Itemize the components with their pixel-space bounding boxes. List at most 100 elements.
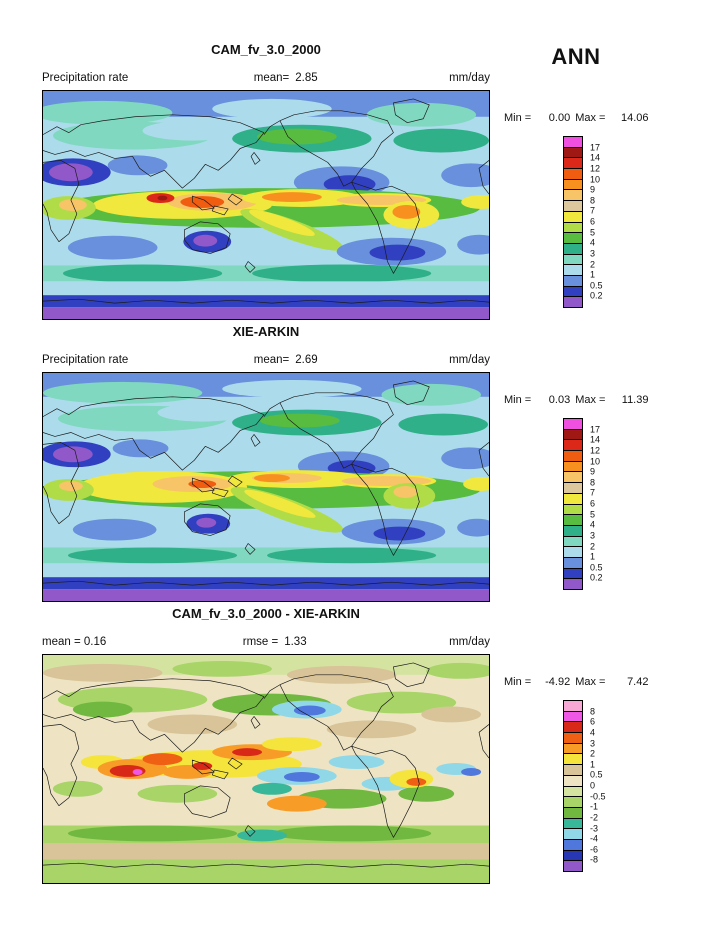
min-value: 0.03 [548, 394, 571, 406]
min-label: Min = [504, 394, 532, 406]
colorbar-level-label: 2 [590, 259, 596, 269]
panel-obs: XIE-ARKIN Precipitation rate mean= 2.69 m… [0, 324, 723, 624]
colorbar-swatch [564, 764, 582, 775]
colorbar-level-label: 14 [590, 434, 601, 445]
colorbar-swatch [564, 503, 582, 515]
min-label: Min = [504, 676, 532, 688]
colorbar-swatch [564, 492, 582, 504]
min-value: 0.00 [548, 112, 571, 124]
colorbar-swatch [564, 482, 582, 493]
colorbar-swatch [564, 200, 582, 211]
colorbar-level-label: 8 [590, 706, 596, 717]
colorbar-swatch [564, 849, 582, 861]
colorbar-level-label: 0.2 [590, 572, 603, 583]
colorbar-swatch [564, 785, 582, 797]
season-title: ANN [551, 44, 601, 69]
colorbar-level-label: 9 [590, 466, 596, 477]
map-obs [42, 372, 490, 602]
rmse-value: 1.33 [284, 636, 307, 648]
colorbar-level-label: 8 [590, 195, 596, 206]
max-label: Max = [575, 112, 606, 124]
colorbar-level-label: 4 [590, 237, 596, 248]
panel-subrow: mean = 0.16 rmse = 1.33 mm/day [42, 636, 490, 648]
colorbar-level-label: 10 [590, 456, 601, 466]
colorbar-swatch [564, 556, 582, 568]
colorbar-swatch [564, 742, 582, 754]
colorbar-level-label: -6 [590, 844, 599, 855]
colorbar-level-label: 10 [590, 174, 601, 184]
colorbar-level-label: 3 [590, 248, 596, 259]
colorbar-swatch [564, 242, 582, 254]
colorbar-swatch [564, 253, 582, 265]
colorbar-swatch [564, 178, 582, 190]
colorbar-swatch [564, 285, 582, 297]
colorbar-swatch [564, 168, 582, 179]
colorbar-swatch [564, 732, 582, 743]
colorbar-level-label: -8 [590, 854, 599, 865]
colorbar-level-label: 6 [590, 216, 596, 227]
mean-value: 2.69 [295, 354, 318, 366]
colorbar-swatch [564, 137, 582, 147]
coastlines [43, 380, 489, 586]
colorbar-swatch [564, 796, 582, 807]
colorbar-swatch [564, 296, 582, 307]
field-label: Precipitation rate [42, 354, 129, 366]
colorbar-precip: 17 14 12 10 9 8 7 6 5 4 3 2 1 0.5 0.2 [563, 136, 603, 308]
colorbar-swatch [564, 471, 582, 483]
colorbar-swatch [564, 721, 582, 733]
panel-title: CAM_fv_3.0_2000 [211, 42, 321, 57]
colorbar-level-label: 5 [590, 509, 596, 520]
units-label: mm/day [449, 636, 490, 648]
mean-value: 2.85 [295, 72, 318, 84]
colorbar-level-label: 0.5 [590, 562, 603, 573]
rmse-label: rmse = [242, 636, 279, 648]
colorbar-level-label: 4 [590, 519, 596, 530]
colorbar-swatch [564, 774, 582, 786]
colorbar-swatch [564, 274, 582, 286]
map-diff-svg [43, 655, 489, 883]
colorbar-swatch [564, 567, 582, 579]
colorbar-level-label: 17 [590, 424, 601, 435]
colorbar-level-label: 3 [590, 530, 596, 541]
colorbar-level-label: -4 [590, 833, 599, 844]
colorbar-level-label: 7 [590, 205, 596, 216]
colorbar-level-label: 4 [590, 727, 596, 738]
colorbar-swatch [564, 535, 582, 547]
colorbar-level-label: 2 [590, 541, 596, 551]
colorbar-level-label: 0.2 [590, 290, 603, 301]
colorbar-level-label: 12 [590, 445, 601, 456]
map-obs-svg [43, 373, 489, 601]
colorbar-level-label: 5 [590, 227, 596, 238]
colorbar-swatch [564, 514, 582, 525]
colorbar-swatch [564, 460, 582, 472]
mean-label: mean = [42, 636, 81, 648]
mean-group: mean= 2.69 [254, 354, 324, 366]
panel-diff: CAM_fv_3.0_2000 - XIE-ARKIN mean = 0.16 … [0, 606, 723, 906]
colorbar-level-label: 6 [590, 498, 596, 509]
precip-field [43, 91, 489, 319]
colorbar-swatch [564, 806, 582, 818]
stats-minmax: Min = -4.92 Max = 7.42 [504, 676, 648, 688]
colorbar-swatch [564, 524, 582, 536]
min-value: -4.92 [545, 676, 571, 688]
colorbar-level-label: 0 [590, 780, 596, 791]
colorbar-diff: 8 6 4 3 2 1 0.5 0 -0.5 -1 -2 -3 -4 -6 -8 [563, 700, 606, 872]
colorbar-level-label: 1 [590, 759, 596, 770]
colorbar-level-label: 1 [590, 551, 596, 562]
stats-minmax: Min = 0.03 Max = 11.39 [504, 394, 648, 406]
colorbar-level-label: 8 [590, 477, 596, 488]
colorbar-swatch [564, 710, 582, 722]
units-label: mm/day [449, 72, 490, 84]
map-diff [42, 654, 490, 884]
map-cam-svg [43, 91, 489, 319]
panel-subrow: Precipitation rate mean= 2.85 mm/day [42, 72, 490, 84]
colorbar-level-label: 0.5 [590, 280, 603, 291]
colorbar-swatch [564, 221, 582, 233]
colorbar-swatch [564, 838, 582, 850]
panel-subrow: Precipitation rate mean= 2.69 mm/day [42, 354, 490, 366]
mean-group: mean= 2.85 [254, 72, 324, 84]
stats-minmax: Min = 0.00 Max = 14.06 [504, 112, 648, 124]
max-value: 11.39 [621, 394, 649, 406]
max-value: 7.42 [627, 676, 649, 688]
rmse-group: rmse = 1.33 [243, 636, 313, 648]
